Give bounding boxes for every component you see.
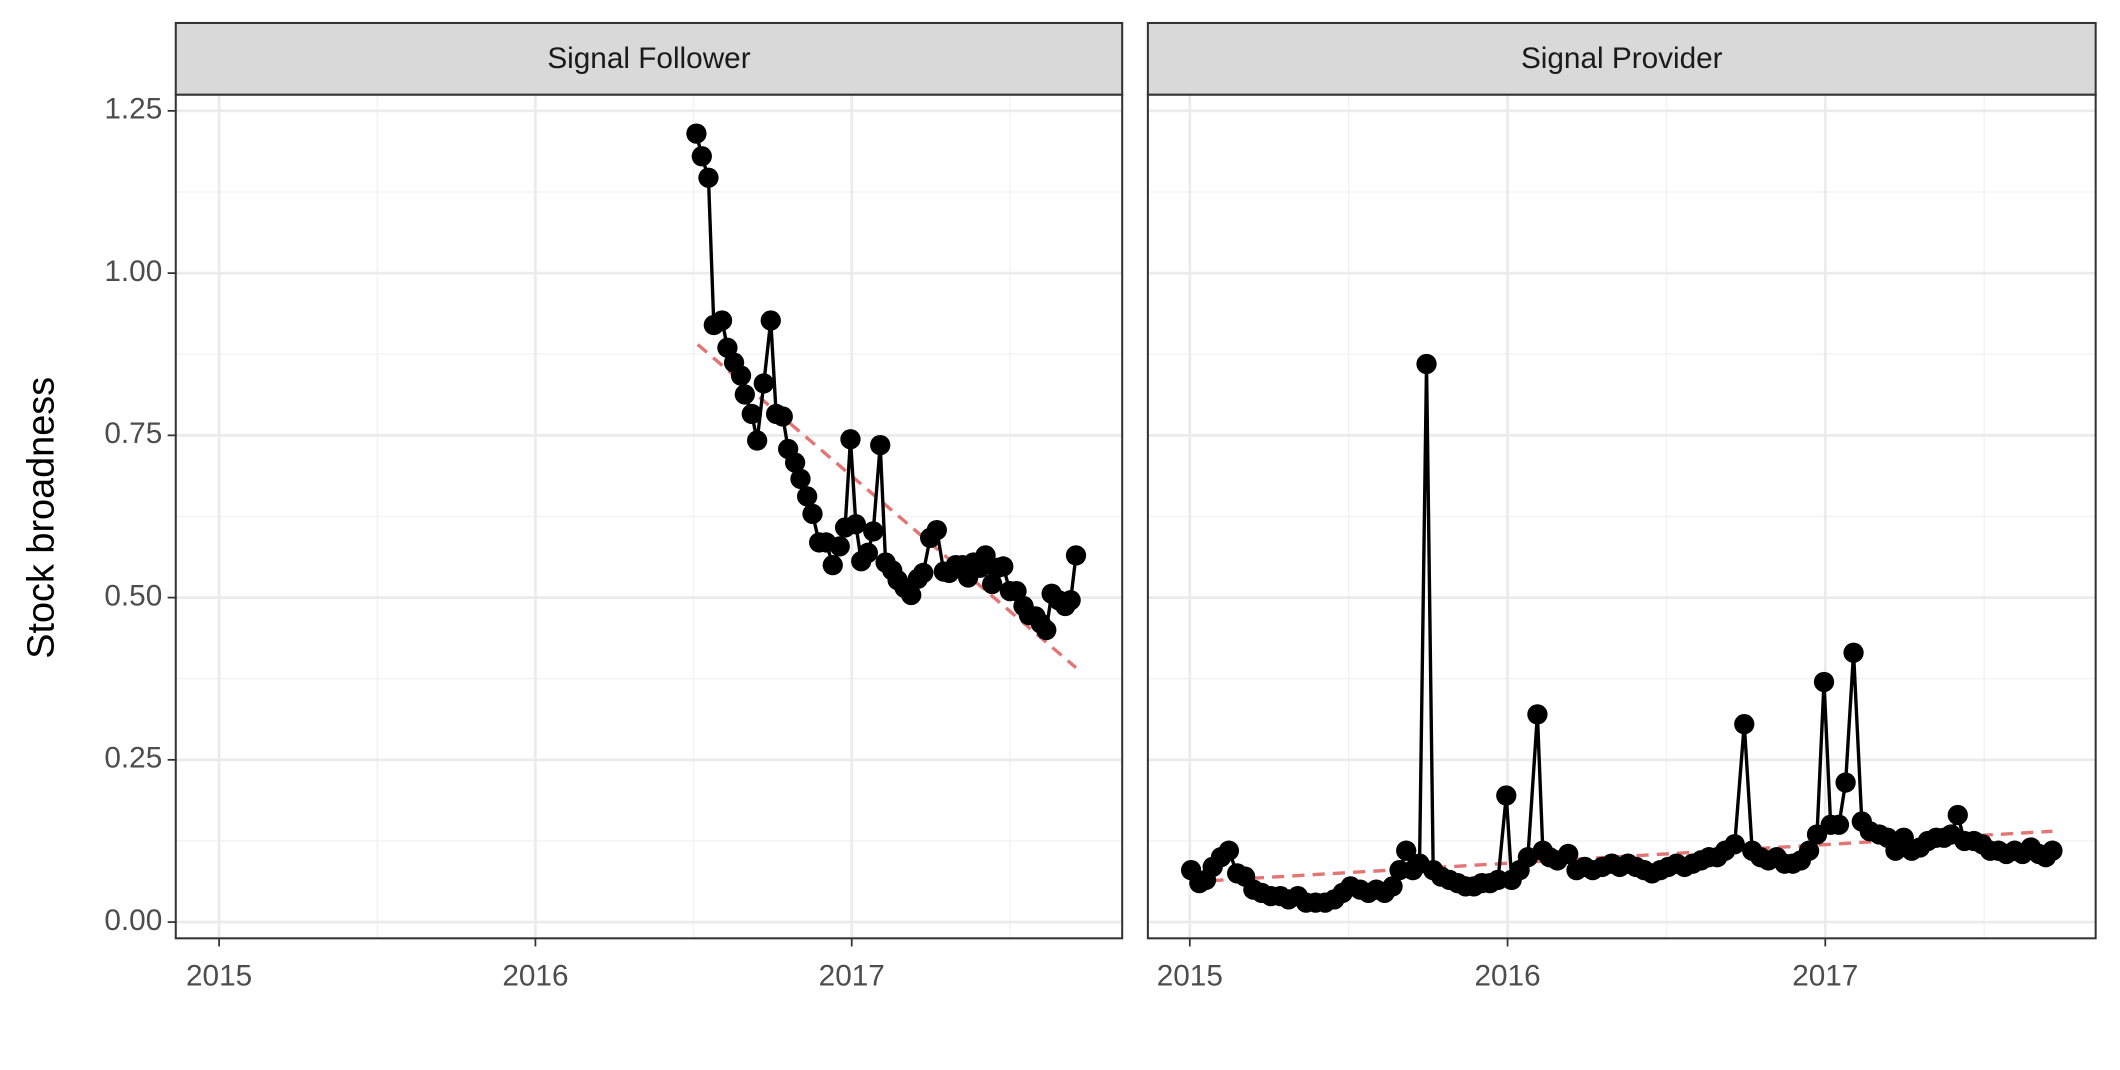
data-point — [1396, 840, 1417, 861]
data-point — [1218, 840, 1240, 861]
facet-strip — [1146, 21, 2097, 96]
data-point — [730, 365, 752, 386]
data-point — [1416, 353, 1437, 375]
x-tick-label: 2017 — [819, 959, 885, 992]
data-point — [2042, 840, 2063, 861]
data-point — [975, 545, 996, 566]
data-point — [870, 434, 891, 456]
data-point — [1527, 704, 1548, 725]
data-point — [1036, 619, 1057, 641]
y-tick-label: 0.75 — [104, 417, 162, 450]
data-point — [1065, 545, 1087, 566]
y-tick-label: 0.25 — [104, 742, 162, 775]
data-point — [1734, 714, 1755, 735]
y-tick-label: 1.25 — [104, 93, 162, 126]
data-point — [913, 562, 934, 584]
y-tick-label: 0.00 — [104, 904, 162, 937]
data-point — [1947, 804, 1968, 826]
data-point — [845, 514, 866, 535]
data-point — [982, 573, 1003, 595]
data-point — [901, 584, 922, 606]
y-tick-label: 1.00 — [104, 255, 162, 288]
data-point — [698, 167, 719, 188]
data-point — [772, 406, 793, 427]
data-point — [691, 146, 712, 167]
data-point — [1798, 840, 1820, 861]
data-point — [747, 430, 768, 451]
x-tick-label: 2016 — [1474, 959, 1540, 992]
data-point — [796, 486, 818, 507]
data-point — [1813, 671, 1835, 693]
data-point — [1558, 843, 1579, 865]
data-point — [734, 384, 755, 405]
x-tick-label: 2017 — [1792, 959, 1858, 992]
y-tick-label: 0.50 — [104, 579, 162, 612]
data-point — [1724, 834, 1745, 855]
data-point — [686, 123, 707, 144]
data-point — [926, 519, 947, 541]
data-point — [829, 536, 850, 557]
facet-title: Signal Provider — [1521, 42, 1723, 75]
data-point — [857, 542, 879, 563]
data-point — [1828, 814, 1850, 835]
y-axis-title: Stock broadness — [20, 377, 62, 659]
data-point — [1843, 642, 1864, 663]
data-point — [802, 503, 823, 525]
data-point — [863, 521, 884, 542]
data-point — [1835, 772, 1856, 793]
x-tick-label: 2015 — [186, 959, 252, 992]
data-point — [760, 310, 781, 331]
data-point — [822, 555, 843, 576]
facet-title: Signal Follower — [547, 42, 750, 75]
data-point — [1496, 785, 1517, 806]
x-tick-label: 2015 — [1157, 959, 1223, 992]
data-point — [711, 310, 733, 331]
x-tick-label: 2016 — [502, 959, 568, 992]
data-point — [1382, 876, 1403, 897]
data-point — [993, 556, 1014, 577]
data-point — [784, 452, 806, 473]
data-point — [790, 468, 811, 489]
data-point — [753, 373, 774, 394]
data-point — [1060, 590, 1081, 611]
facet-strip — [174, 21, 1124, 96]
data-point — [840, 429, 861, 450]
data-point — [741, 403, 762, 425]
